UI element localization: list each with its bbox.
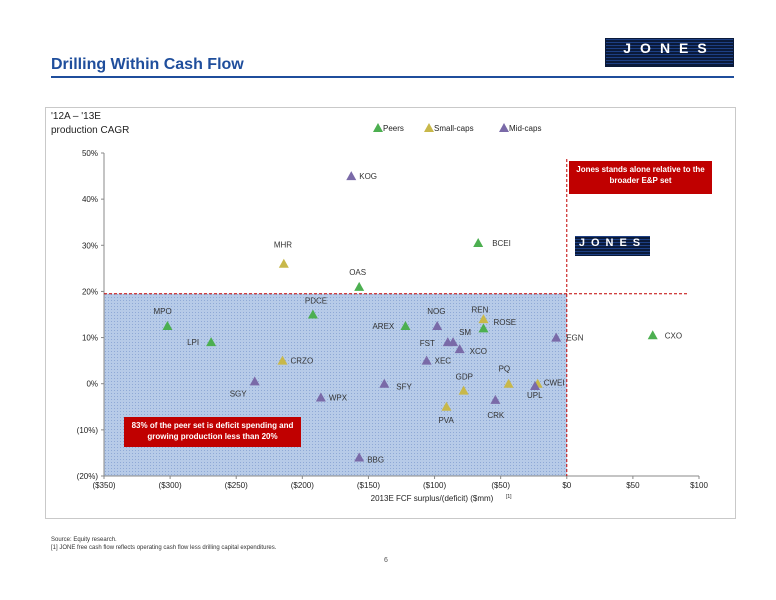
data-label-wpx: WPX <box>329 394 348 403</box>
chart-logo-wordmark: JONES <box>578 237 647 249</box>
data-label-oas: OAS <box>349 268 366 277</box>
x-axis-title: 2013E FCF surplus/(deficit) ($mm) <box>371 494 494 503</box>
data-point-bcei <box>473 237 484 247</box>
data-label-pq: PQ <box>499 365 511 374</box>
data-label-xec: XEC <box>435 357 452 366</box>
x-axis-title-footnote: [1] <box>506 494 512 500</box>
x-tick-label: ($100) <box>423 481 446 490</box>
chart-logo-marker: JONES <box>575 236 650 256</box>
data-point-rose <box>478 314 489 324</box>
data-label-sgy: SGY <box>230 389 248 398</box>
y-tick-label: (20%) <box>77 472 99 481</box>
data-label-cxo: CXO <box>665 331 682 340</box>
data-point-pq <box>503 378 514 388</box>
data-label-cwei: CWEI <box>544 379 565 388</box>
legend-label: Peers <box>383 124 404 133</box>
data-point-sgy <box>249 376 260 386</box>
data-label-pva: PVA <box>438 416 454 425</box>
data-label-rose: ROSE <box>493 318 516 327</box>
x-tick-label: $50 <box>626 481 640 490</box>
y-tick-label: 50% <box>82 149 98 158</box>
data-point-pva <box>441 401 452 411</box>
callout-deficit-spending: 83% of the peer set is deficit spending … <box>124 417 301 447</box>
x-tick-label: ($300) <box>159 481 182 490</box>
data-label-xco: XCO <box>470 347 487 356</box>
title-divider <box>51 76 734 78</box>
data-point-sm <box>448 337 459 347</box>
page-number: 6 <box>384 557 388 564</box>
legend-label: Mid-caps <box>509 124 541 133</box>
data-label-sfy: SFY <box>396 383 412 392</box>
data-label-arex: AREX <box>372 322 394 331</box>
legend-marker <box>424 123 434 132</box>
x-tick-label: ($50) <box>491 481 510 490</box>
data-label-lpi: LPI <box>187 338 199 347</box>
y-axis-title-line1: '12A – '13E <box>51 111 101 122</box>
data-label-kog: KOG <box>359 172 377 181</box>
data-point-cxo <box>647 330 658 340</box>
data-label-nog: NOG <box>427 307 445 316</box>
data-point-mhr <box>278 258 289 268</box>
data-label-mpo: MPO <box>153 307 171 316</box>
data-label-gdp: GDP <box>456 373 473 382</box>
y-tick-label: (10%) <box>77 426 99 435</box>
data-label-crzo: CRZO <box>291 357 314 366</box>
x-tick-label: ($350) <box>92 481 115 490</box>
data-point-xco <box>454 344 465 354</box>
data-label-fst: FST <box>420 339 435 348</box>
y-tick-label: 20% <box>82 287 98 296</box>
data-label-bbg: BBG <box>367 456 384 465</box>
data-point-xec <box>421 355 432 365</box>
y-tick-label: 10% <box>82 334 98 343</box>
data-point-wpx <box>315 392 326 402</box>
data-point-pdce <box>307 309 318 319</box>
logo-wordmark: JONES <box>623 40 716 56</box>
x-tick-label: $0 <box>562 481 571 490</box>
y-tick-label: 0% <box>86 380 98 389</box>
source-note: Source: Equity research. <box>51 537 117 543</box>
page-title: Drilling Within Cash Flow <box>51 56 244 73</box>
data-point-crzo <box>277 355 288 365</box>
data-label-crk: CRK <box>487 411 505 420</box>
company-logo: JONES <box>605 38 734 67</box>
x-tick-label: $100 <box>690 481 708 490</box>
x-tick-label: ($200) <box>291 481 314 490</box>
data-label-sm: SM <box>459 328 471 337</box>
legend-marker <box>373 123 383 132</box>
data-label-mhr: MHR <box>274 241 292 250</box>
legend-label: Small-caps <box>434 124 474 133</box>
y-tick-label: 40% <box>82 195 98 204</box>
data-label-egn: EGN <box>566 334 584 343</box>
data-point-gdp <box>458 385 469 395</box>
data-point-mpo <box>162 321 173 331</box>
data-label-bcei: BCEI <box>492 239 511 248</box>
data-point-egn <box>551 332 562 342</box>
data-point-nog <box>432 321 443 331</box>
data-point-crk <box>490 394 501 404</box>
chart-frame <box>45 107 736 519</box>
x-tick-label: ($250) <box>225 481 248 490</box>
data-point-ren <box>478 323 489 333</box>
x-tick-label: ($150) <box>357 481 380 490</box>
y-tick-label: 30% <box>82 241 98 250</box>
callout-stands-alone: Jones stands alone relative to the broad… <box>569 161 712 194</box>
data-point-arex <box>400 321 411 331</box>
data-point-oas <box>354 281 365 291</box>
data-point-kog <box>346 171 357 181</box>
data-point-sfy <box>379 378 390 388</box>
data-point-lpi <box>206 337 217 347</box>
legend-marker <box>499 123 509 132</box>
data-point-bbg <box>354 452 365 462</box>
y-axis-title-line2: production CAGR <box>51 125 129 136</box>
data-point-upl <box>530 381 541 391</box>
footnote: [1] JONE free cash flow reflects operati… <box>51 545 277 551</box>
data-label-pdce: PDCE <box>305 297 327 306</box>
data-label-ren: REN <box>471 305 488 314</box>
data-label-upl: UPL <box>527 391 543 400</box>
